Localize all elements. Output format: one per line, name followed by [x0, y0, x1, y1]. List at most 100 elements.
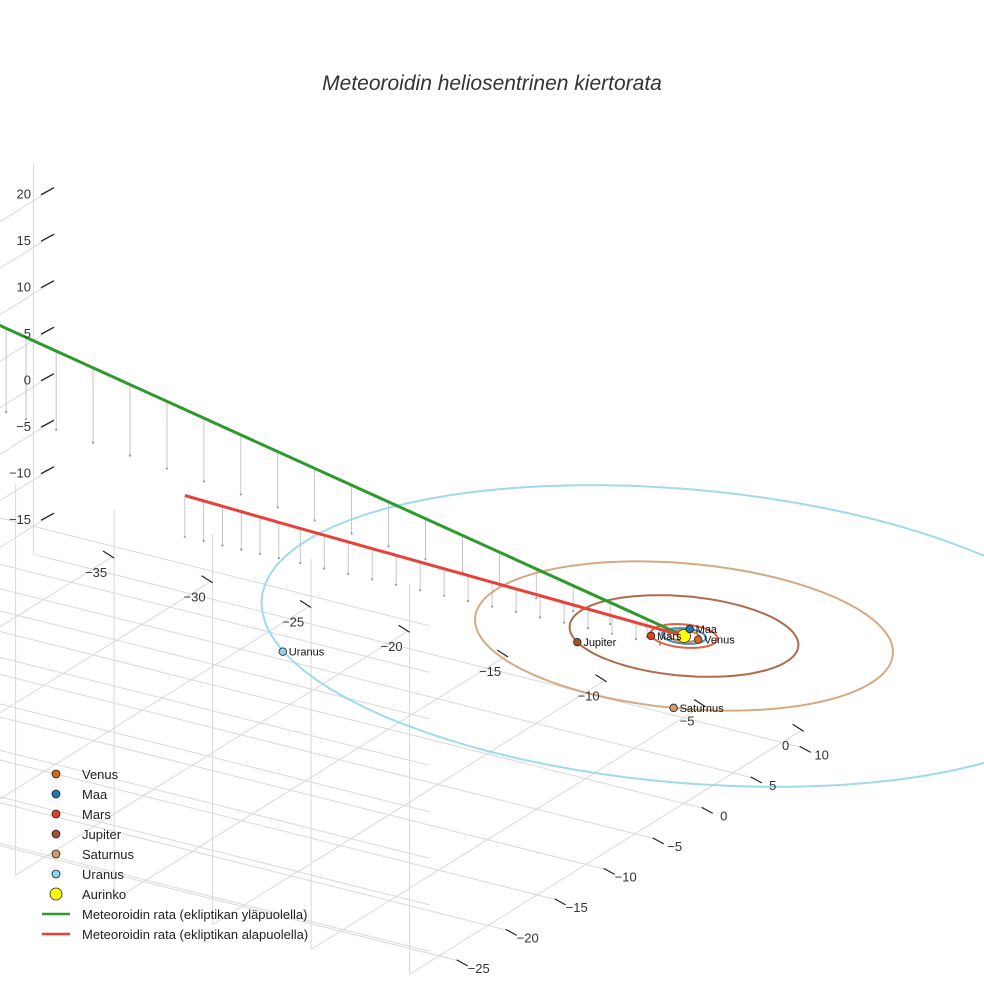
drop-point [221, 544, 224, 547]
drop-point [387, 545, 390, 548]
x-tick-mark [496, 649, 509, 658]
z-tick-mark [40, 466, 55, 475]
drop-point [572, 609, 575, 613]
grid-line [0, 606, 310, 800]
drop-point [5, 411, 8, 414]
grid-line [0, 513, 54, 548]
x-tick-mark [693, 698, 706, 707]
drop-point [419, 589, 422, 592]
y-tick-label: −20 [517, 930, 539, 945]
grid-line [0, 281, 54, 316]
drop-point [634, 637, 638, 641]
legend-marker-maa [51, 789, 61, 799]
x-tick-label: −25 [282, 614, 304, 629]
legend-marker-sun [49, 887, 63, 901]
sun-marker [677, 629, 691, 643]
grid-line [0, 234, 54, 269]
drop-point [395, 583, 398, 586]
legend-label-sun: Aurinko [82, 887, 126, 902]
grid-line [0, 656, 430, 766]
grid-line [0, 556, 113, 628]
grid-line [409, 729, 802, 975]
y-tick-label: −10 [615, 869, 637, 884]
x-tick-label: −35 [85, 565, 107, 580]
legend-marker-saturnus [51, 849, 61, 859]
grid-line [0, 327, 54, 362]
z-tick-label: 20 [17, 187, 31, 202]
drop-point [586, 627, 590, 630]
grid-line [0, 796, 430, 906]
planet-marker-maa [685, 624, 694, 634]
x-tick-mark [201, 575, 213, 584]
y-tick-mark [799, 745, 811, 753]
grid-line [0, 420, 54, 455]
x-tick-label: −30 [184, 590, 206, 605]
grid-line [15, 630, 408, 876]
planet-label-mars: Mars [657, 631, 682, 643]
grid-line [0, 759, 557, 901]
grid-line [0, 467, 54, 502]
drop-point [202, 480, 205, 483]
z-tick-mark [40, 187, 55, 196]
drop-point [323, 567, 326, 570]
y-tick-mark [652, 837, 664, 845]
grid-line [0, 517, 430, 627]
drop-point [562, 621, 566, 624]
chart-title: Meteoroidin heliosentrinen kiertorata [322, 72, 662, 95]
x-tick-mark [792, 723, 804, 732]
drop-point [277, 557, 280, 560]
y-tick-mark [701, 806, 713, 814]
z-tick-label: 0 [24, 373, 31, 388]
z-tick-mark [40, 280, 55, 289]
legend-label-uranus: Uranus [82, 867, 124, 882]
drop-point [128, 454, 132, 457]
y-tick-mark [750, 776, 762, 784]
drop-point [276, 506, 279, 509]
z-tick-label: 15 [17, 233, 31, 248]
planet-marker-uranus [278, 647, 287, 656]
y-tick-mark [505, 928, 517, 936]
grid-line [0, 188, 54, 223]
drop-point [313, 519, 316, 522]
grid-line [0, 749, 430, 859]
drop-point [609, 622, 612, 626]
planet-marker-saturnus [669, 703, 678, 713]
drop-point [610, 632, 614, 635]
z-tick-mark [40, 419, 55, 428]
y-tick-label: 5 [769, 778, 776, 793]
y-tick-mark [603, 867, 615, 875]
planet-marker-mars [646, 631, 656, 641]
legend-label-trajectory-1: Meteoroidin rata (ekliptikan yläpuolella… [82, 907, 307, 922]
planet-label-maa: Maa [696, 624, 718, 636]
legend-label-trajectory-2: Meteoroidin rata (ekliptikan alapuolella… [82, 927, 308, 942]
grid-line [113, 655, 507, 901]
legend-label-venus: Venus [82, 767, 119, 782]
grid-line [0, 581, 211, 714]
x-tick-label: −10 [578, 689, 600, 704]
legend-label-maa: Maa [82, 787, 108, 802]
drop-point [239, 493, 242, 496]
legend-label-saturnus: Saturnus [82, 847, 135, 862]
planet-label-venus: Venus [704, 635, 735, 647]
grid-line [0, 845, 459, 962]
x-tick-label: −20 [381, 639, 403, 654]
z-tick-mark [40, 373, 55, 382]
z-tick-label: −5 [16, 419, 31, 434]
y-tick-label: 10 [814, 747, 828, 762]
legend-marker-jupiter [51, 829, 61, 839]
legend-label-mars: Mars [82, 807, 111, 822]
drop-point [240, 548, 243, 551]
drop-point [55, 428, 58, 431]
drop-point [658, 643, 662, 646]
z-tick-label: −15 [9, 512, 31, 527]
legend-marker-venus [51, 769, 61, 779]
drop-point [91, 441, 95, 444]
grid-line [0, 588, 753, 779]
grid-line [0, 802, 508, 931]
drop-point [371, 578, 374, 581]
drop-point [183, 535, 186, 538]
z-tick-label: 10 [17, 280, 31, 295]
drop-point [424, 558, 427, 561]
planet-marker-jupiter [573, 637, 582, 647]
